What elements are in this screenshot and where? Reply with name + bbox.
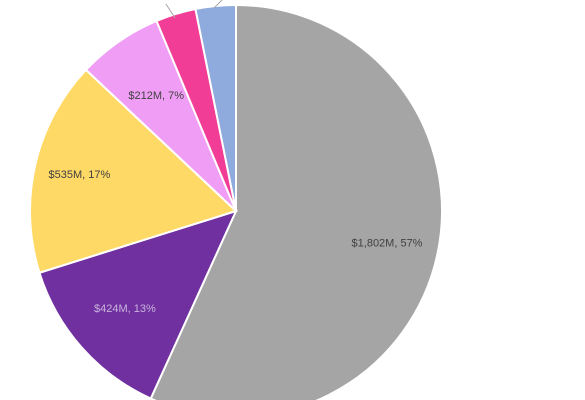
pie-data-label-0: $1,802M, 57% xyxy=(352,238,423,250)
label-leader-line xyxy=(165,3,176,19)
pie-data-label-1: $424M, 13% xyxy=(94,303,156,315)
label-leader-line xyxy=(213,0,223,9)
pie-data-label-3: $212M, 7% xyxy=(128,90,184,102)
pie-slice-0 xyxy=(149,3,443,400)
pie-data-label-2: $535M, 17% xyxy=(49,169,111,181)
pie-slice-2 xyxy=(29,68,238,275)
